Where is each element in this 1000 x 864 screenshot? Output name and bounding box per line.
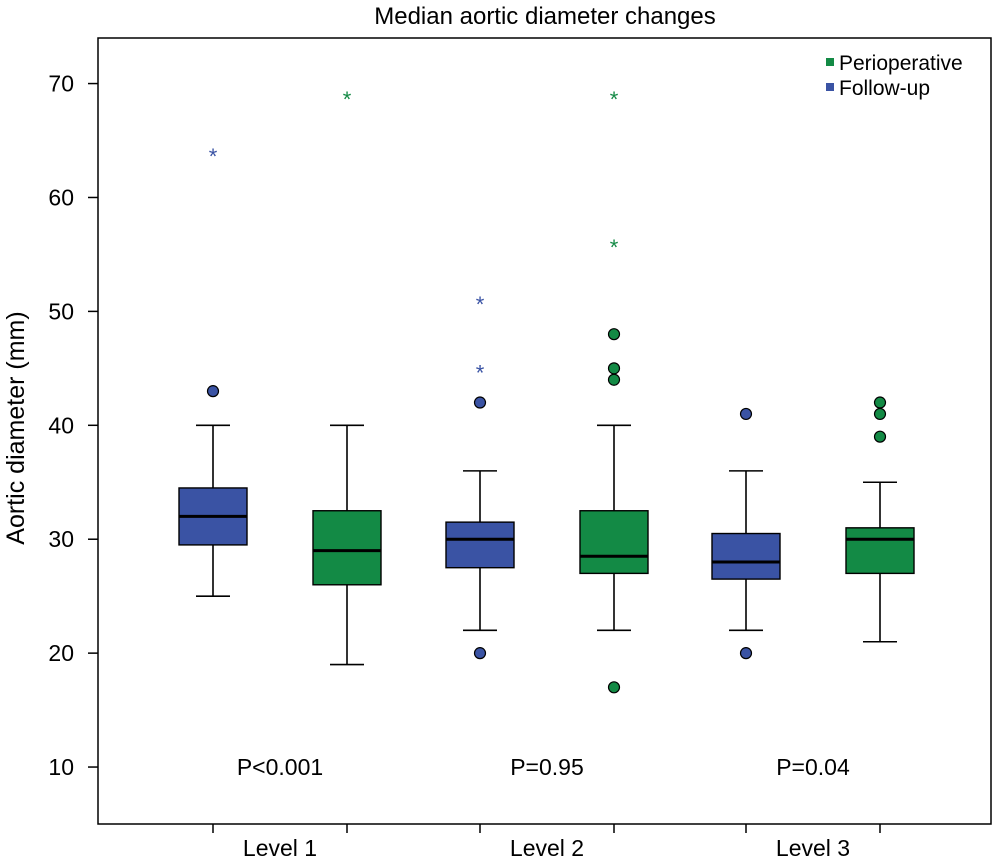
box-iqr <box>312 510 382 586</box>
x-category-label: Level 1 <box>243 835 317 861</box>
outlier-point <box>473 396 487 409</box>
p-value-label: P<0.001 <box>237 754 323 780</box>
outlier-point <box>873 396 887 409</box>
x-category-label: Level 3 <box>776 835 850 861</box>
box-level-3-follow-up <box>711 407 781 660</box>
y-tick-label: 50 <box>48 298 74 324</box>
x-category-label: Level 2 <box>510 835 584 861</box>
extreme-star-icon: * <box>610 87 619 112</box>
outlier-point <box>473 647 487 660</box>
y-tick-label: 70 <box>48 71 74 97</box>
extreme-star-icon: * <box>610 235 619 260</box>
outlier-point <box>607 373 621 386</box>
box-iqr <box>445 521 515 569</box>
x-axis: Level 1 Level 2 Level 3 <box>212 824 881 861</box>
y-tick-label: 30 <box>48 526 74 552</box>
extreme-star-icon: * <box>343 87 352 112</box>
y-tick-label: 40 <box>48 412 74 438</box>
y-tick-label: 20 <box>48 640 74 666</box>
box-iqr <box>711 532 781 580</box>
box-iqr <box>579 510 649 575</box>
box-level-1-follow-up: * <box>178 144 248 597</box>
p-value-annotations: P<0.001 P=0.95 P=0.04 <box>237 754 850 780</box>
outlier-point <box>873 430 887 443</box>
box-iqr <box>845 527 915 575</box>
box-level-2-perioperative: ** <box>579 87 649 694</box>
y-tick-label: 10 <box>48 754 74 780</box>
outlier-point <box>607 328 621 341</box>
chart-title: Median aortic diameter changes <box>374 3 716 30</box>
y-axis: 10 20 30 40 50 60 70 <box>48 71 98 780</box>
box-group: ****** <box>178 87 915 694</box>
outlier-point <box>739 647 753 660</box>
legend-label: Follow-up <box>839 77 930 100</box>
box-level-3-perioperative <box>845 396 915 643</box>
extreme-star-icon: * <box>476 360 485 385</box>
plot-area-frame <box>97 37 992 825</box>
outlier-point <box>873 407 887 421</box>
box-level-1-perioperative: * <box>312 87 382 666</box>
extreme-star-icon: * <box>209 144 218 169</box>
p-value-label: P=0.04 <box>776 754 850 780</box>
y-axis-label: Aortic diameter (mm) <box>2 311 30 544</box>
y-tick-label: 60 <box>48 184 74 210</box>
outlier-point <box>607 681 621 694</box>
legend-label: Perioperative <box>839 52 963 75</box>
legend-swatch <box>826 58 834 66</box>
legend-swatch <box>826 83 834 91</box>
outlier-point <box>206 385 220 398</box>
box-level-2-follow-up: ** <box>445 292 515 660</box>
p-value-label: P=0.95 <box>510 754 584 780</box>
outlier-point <box>607 362 621 375</box>
outlier-point <box>739 407 753 421</box>
extreme-star-icon: * <box>476 292 485 317</box>
